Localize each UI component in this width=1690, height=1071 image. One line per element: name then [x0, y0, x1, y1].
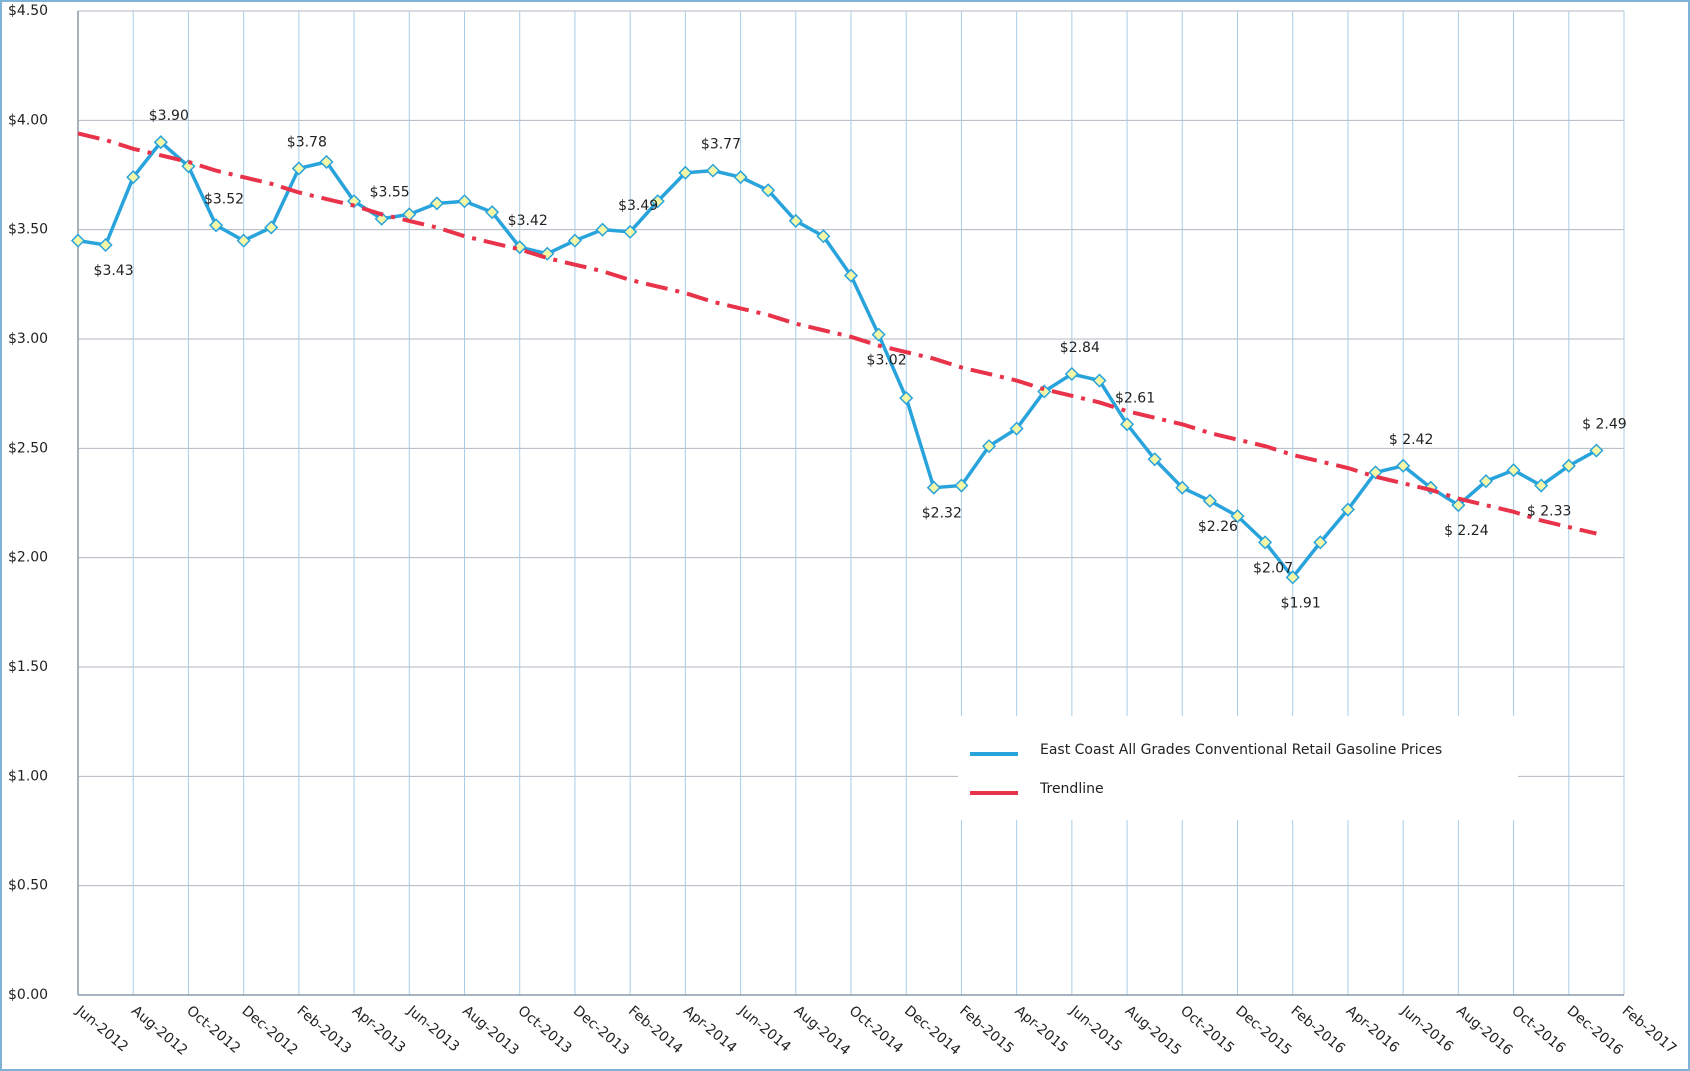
marker — [1009, 421, 1024, 436]
data-label: $3.90 — [149, 108, 189, 124]
marker — [1258, 535, 1273, 550]
marker — [1561, 458, 1576, 473]
legend-box — [958, 716, 1518, 820]
marker — [1589, 443, 1604, 458]
data-label: $ 2.42 — [1389, 432, 1434, 448]
data-label: $3.52 — [204, 191, 244, 207]
marker — [1340, 502, 1355, 517]
y-tick-label: $2.00 — [8, 550, 48, 566]
legend-label: Trendline — [1039, 781, 1104, 797]
y-tick-label: $1.00 — [8, 768, 48, 784]
marker — [512, 240, 527, 255]
marker — [457, 194, 472, 209]
marker — [126, 170, 141, 185]
marker — [1202, 493, 1217, 508]
marker — [1451, 498, 1466, 513]
marker — [291, 161, 306, 176]
marker — [899, 390, 914, 406]
marker — [926, 480, 941, 495]
data-label: $3.77 — [701, 137, 741, 153]
marker — [761, 183, 776, 198]
data-label: $2.84 — [1060, 340, 1100, 356]
data-label: $3.78 — [287, 134, 327, 150]
marker — [1478, 474, 1494, 489]
data-label: $3.43 — [94, 263, 134, 279]
y-tick-label: $1.50 — [8, 659, 48, 675]
marker — [485, 205, 500, 220]
marker — [871, 327, 886, 342]
marker — [567, 233, 582, 248]
data-label: $ 2.24 — [1444, 523, 1489, 539]
marker — [705, 163, 721, 178]
marker — [1092, 373, 1107, 388]
marker — [236, 233, 251, 248]
y-tick-label: $3.50 — [8, 222, 48, 238]
y-tick-label: $0.50 — [8, 878, 48, 894]
trendline — [77, 131, 1597, 536]
data-label: $3.55 — [370, 185, 410, 201]
marker — [98, 237, 113, 253]
marker — [1064, 366, 1079, 382]
data-label: $ 2.33 — [1527, 504, 1572, 520]
marker — [1120, 417, 1135, 432]
marker — [319, 154, 334, 169]
marker — [1230, 509, 1245, 524]
marker — [374, 211, 389, 226]
marker — [733, 170, 748, 185]
marker — [595, 222, 610, 237]
data-label: $1.91 — [1281, 595, 1321, 611]
marker — [1175, 480, 1190, 495]
data-label: $3.02 — [867, 353, 907, 369]
marker — [1368, 465, 1383, 480]
y-tick-label: $0.00 — [8, 987, 48, 1003]
marker — [788, 213, 803, 228]
marker — [1534, 478, 1549, 493]
y-tick-label: $4.00 — [8, 112, 48, 128]
data-label: $3.42 — [508, 213, 548, 229]
marker — [70, 233, 86, 248]
data-label: $3.49 — [618, 198, 658, 214]
y-tick-label: $2.50 — [8, 440, 48, 456]
data-label: $2.07 — [1253, 560, 1293, 576]
y-tick-label: $4.50 — [8, 3, 48, 19]
data-label: $2.26 — [1198, 519, 1238, 535]
marker — [1285, 570, 1300, 585]
marker — [981, 439, 997, 454]
marker — [678, 165, 693, 180]
marker — [540, 246, 555, 261]
marker — [347, 194, 362, 209]
y-tick-label: $3.00 — [8, 331, 48, 347]
marker — [208, 218, 224, 233]
lines — [70, 131, 1604, 585]
data-label: $2.32 — [922, 506, 962, 522]
marker — [1313, 535, 1328, 550]
marker — [153, 135, 168, 150]
marker — [1506, 463, 1521, 478]
marker — [1396, 458, 1411, 473]
marker — [429, 196, 444, 211]
marker — [1147, 452, 1162, 467]
series-line — [77, 139, 1598, 581]
data-label: $ 2.49 — [1582, 417, 1627, 433]
marker — [264, 220, 279, 235]
legend-label: East Coast All Grades Conventional Retai… — [1040, 742, 1442, 758]
marker — [816, 229, 831, 244]
marker — [843, 268, 859, 283]
marker — [623, 224, 638, 239]
data-label: $2.61 — [1115, 390, 1155, 406]
marker — [954, 478, 969, 493]
marker — [181, 159, 196, 174]
marker — [650, 194, 665, 209]
